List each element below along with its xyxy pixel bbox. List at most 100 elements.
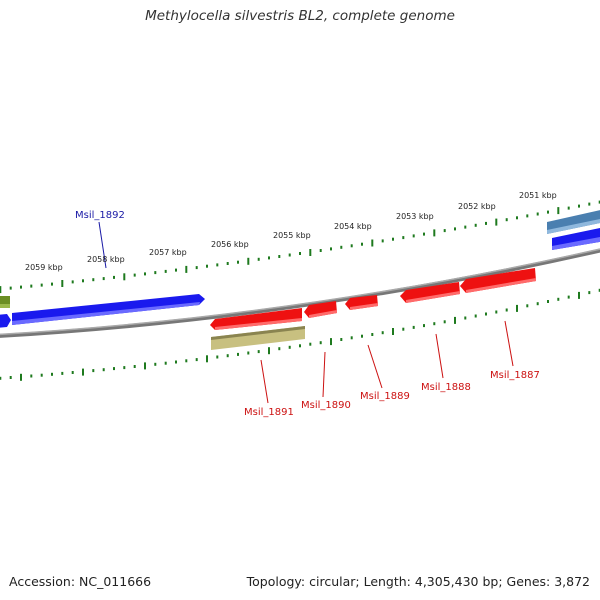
inner-scale-track: [0, 288, 600, 381]
minor-tick: [340, 338, 343, 341]
minor-tick: [381, 239, 384, 243]
gene-label-msil-1889[interactable]: Msil_1889: [360, 391, 410, 402]
minor-tick: [547, 300, 549, 303]
minor-tick: [288, 345, 291, 349]
minor-tick: [278, 255, 281, 258]
major-tick: [206, 355, 208, 363]
minor-tick: [474, 314, 477, 318]
major-tick: [82, 368, 84, 376]
major-tick: [61, 280, 64, 287]
gene-forward-fragment[interactable]: [0, 314, 11, 328]
major-tick: [268, 347, 270, 355]
minor-tick: [319, 341, 322, 345]
tick-label: 2051 kbp: [519, 191, 557, 200]
major-tick: [330, 338, 332, 346]
gene-msil-1891[interactable]: [210, 308, 302, 330]
gene-label-msil-1888[interactable]: Msil_1888: [421, 382, 471, 393]
minor-tick: [133, 365, 136, 368]
minor-tick: [361, 334, 363, 338]
minor-tick: [195, 266, 198, 270]
minor-tick: [257, 257, 260, 261]
minor-tick: [464, 225, 467, 229]
minor-tick: [402, 327, 405, 331]
minor-tick: [371, 333, 374, 336]
leader-msil-1891: [260, 359, 269, 404]
minor-tick: [237, 260, 239, 264]
minor-tick: [164, 361, 167, 365]
minor-tick: [61, 371, 64, 375]
minor-tick: [206, 264, 208, 268]
minor-tick: [557, 297, 560, 301]
leader-msil-1887: [504, 320, 514, 367]
minor-tick: [216, 263, 219, 267]
minor-tick: [9, 376, 12, 379]
minor-tick: [443, 320, 446, 324]
minor-tick: [319, 249, 322, 252]
gene-msil-1891-rna[interactable]: [211, 326, 305, 350]
minor-tick: [381, 331, 384, 335]
minor-tick: [536, 212, 539, 216]
minor-tick: [526, 304, 529, 308]
minor-tick: [350, 244, 353, 248]
minor-tick: [92, 369, 95, 373]
major-tick: [20, 373, 22, 381]
minor-tick: [226, 262, 229, 265]
minor-tick: [195, 358, 198, 362]
minor-tick: [495, 310, 498, 314]
minor-tick: [40, 373, 43, 377]
major-tick: [123, 273, 126, 281]
minor-tick: [257, 350, 260, 354]
genome-title: Methylocella silvestris BL2, complete ge…: [145, 8, 455, 24]
minor-tick: [485, 221, 487, 225]
tick-label: 2056 kbp: [211, 240, 249, 249]
tick-label: 2052 kbp: [458, 202, 496, 211]
gene-label-msil-1891[interactable]: Msil_1891: [244, 407, 294, 418]
minor-tick: [144, 272, 146, 276]
minor-tick: [392, 237, 394, 241]
minor-tick: [536, 302, 539, 306]
gene-label-msil-1890[interactable]: Msil_1890: [301, 400, 351, 411]
minor-tick: [102, 277, 105, 281]
minor-tick: [175, 268, 177, 272]
tick-label: 2057 kbp: [149, 248, 187, 257]
gene-label-msil-1887[interactable]: Msil_1887: [490, 370, 540, 381]
major-tick: [185, 265, 188, 273]
minor-tick: [433, 322, 436, 326]
minor-tick: [113, 367, 115, 371]
leader-msil-1892: [98, 221, 107, 269]
minor-tick: [30, 284, 33, 288]
minor-tick: [288, 253, 291, 257]
minor-tick: [309, 342, 312, 346]
leader-msil-1890: [322, 351, 326, 398]
minor-tick: [113, 275, 115, 279]
gene-msil-1888[interactable]: [400, 282, 460, 303]
minor-tick: [567, 206, 570, 210]
minor-tick: [9, 286, 12, 290]
major-tick: [516, 304, 518, 312]
minor-tick: [247, 351, 250, 355]
gene-msil-1887[interactable]: [460, 268, 536, 293]
minor-tick: [340, 245, 343, 249]
major-tick: [0, 286, 2, 294]
tick-label: 2055 kbp: [273, 231, 311, 240]
minor-tick: [505, 308, 508, 312]
major-tick: [247, 257, 250, 265]
gene-label-msil-1892[interactable]: Msil_1892: [75, 210, 125, 221]
tick-label: 2054 kbp: [334, 222, 372, 231]
minor-tick: [526, 214, 529, 218]
major-tick: [578, 291, 580, 299]
major-tick: [495, 218, 498, 226]
minor-tick: [567, 295, 570, 299]
minor-tick: [578, 204, 580, 208]
minor-tick: [485, 312, 487, 316]
major-tick: [392, 328, 394, 335]
minor-tick: [185, 359, 188, 363]
minor-tick: [71, 371, 74, 374]
minor-tick: [102, 368, 105, 372]
minor-tick: [330, 247, 332, 251]
minor-tick: [51, 282, 53, 286]
major-tick: [309, 249, 312, 256]
leader-msil-1888: [435, 333, 444, 379]
